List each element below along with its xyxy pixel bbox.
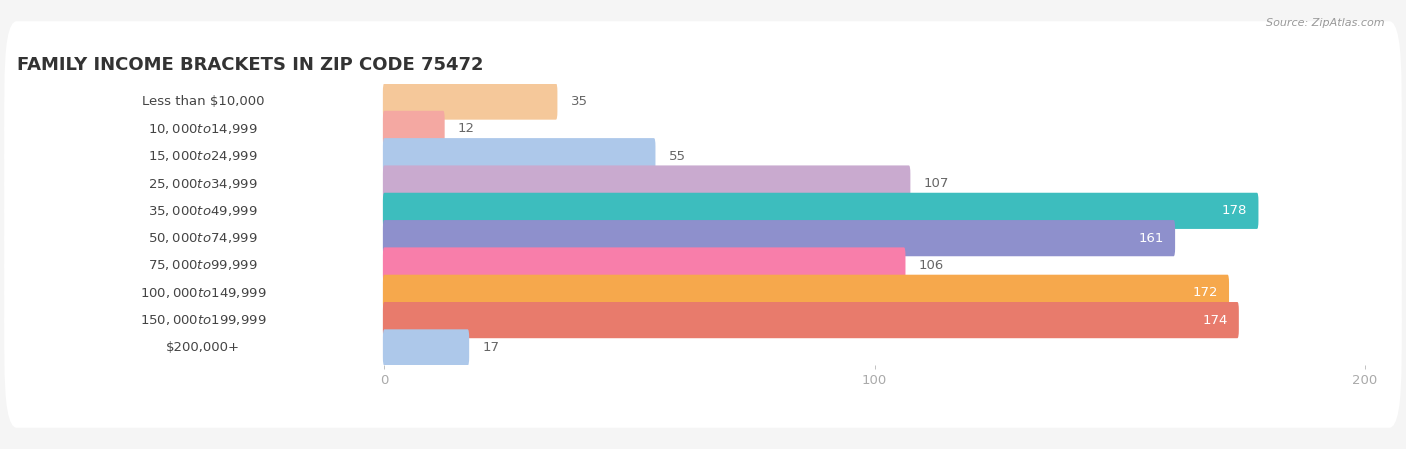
FancyBboxPatch shape [382, 84, 557, 120]
FancyBboxPatch shape [30, 220, 375, 256]
Text: $35,000 to $49,999: $35,000 to $49,999 [148, 204, 257, 218]
Text: 161: 161 [1139, 232, 1164, 245]
Text: FAMILY INCOME BRACKETS IN ZIP CODE 75472: FAMILY INCOME BRACKETS IN ZIP CODE 75472 [17, 56, 484, 74]
FancyBboxPatch shape [4, 212, 1402, 373]
Text: $200,000+: $200,000+ [166, 341, 240, 354]
Text: 12: 12 [458, 123, 475, 136]
Text: 107: 107 [924, 177, 949, 190]
FancyBboxPatch shape [4, 48, 1402, 209]
FancyBboxPatch shape [382, 138, 655, 174]
FancyBboxPatch shape [4, 240, 1402, 401]
FancyBboxPatch shape [4, 103, 1402, 264]
Text: $25,000 to $34,999: $25,000 to $34,999 [148, 176, 257, 190]
FancyBboxPatch shape [4, 158, 1402, 318]
FancyBboxPatch shape [4, 185, 1402, 346]
FancyBboxPatch shape [4, 76, 1402, 237]
FancyBboxPatch shape [382, 165, 910, 202]
Text: $15,000 to $24,999: $15,000 to $24,999 [148, 149, 257, 163]
Text: $150,000 to $199,999: $150,000 to $199,999 [139, 313, 266, 327]
FancyBboxPatch shape [30, 111, 375, 147]
FancyBboxPatch shape [382, 275, 1229, 311]
Text: 172: 172 [1192, 286, 1218, 299]
Text: $10,000 to $14,999: $10,000 to $14,999 [148, 122, 257, 136]
Text: 178: 178 [1222, 204, 1247, 217]
Text: $75,000 to $99,999: $75,000 to $99,999 [148, 259, 257, 273]
Text: Source: ZipAtlas.com: Source: ZipAtlas.com [1267, 18, 1385, 28]
FancyBboxPatch shape [30, 302, 375, 338]
FancyBboxPatch shape [30, 193, 375, 229]
FancyBboxPatch shape [382, 247, 905, 284]
Text: $50,000 to $74,999: $50,000 to $74,999 [148, 231, 257, 245]
FancyBboxPatch shape [382, 220, 1175, 256]
Text: 17: 17 [482, 341, 499, 354]
FancyBboxPatch shape [382, 111, 444, 147]
Text: $100,000 to $149,999: $100,000 to $149,999 [139, 286, 266, 300]
FancyBboxPatch shape [30, 329, 375, 365]
FancyBboxPatch shape [382, 302, 1239, 338]
Text: 106: 106 [918, 259, 943, 272]
Text: 174: 174 [1202, 313, 1227, 326]
FancyBboxPatch shape [30, 275, 375, 311]
Text: Less than $10,000: Less than $10,000 [142, 95, 264, 108]
Text: 35: 35 [571, 95, 588, 108]
Text: 55: 55 [669, 150, 686, 163]
FancyBboxPatch shape [30, 84, 375, 120]
FancyBboxPatch shape [30, 138, 375, 174]
FancyBboxPatch shape [4, 131, 1402, 291]
FancyBboxPatch shape [382, 193, 1258, 229]
FancyBboxPatch shape [382, 329, 470, 365]
FancyBboxPatch shape [4, 267, 1402, 428]
FancyBboxPatch shape [30, 165, 375, 202]
FancyBboxPatch shape [4, 21, 1402, 182]
FancyBboxPatch shape [30, 247, 375, 284]
